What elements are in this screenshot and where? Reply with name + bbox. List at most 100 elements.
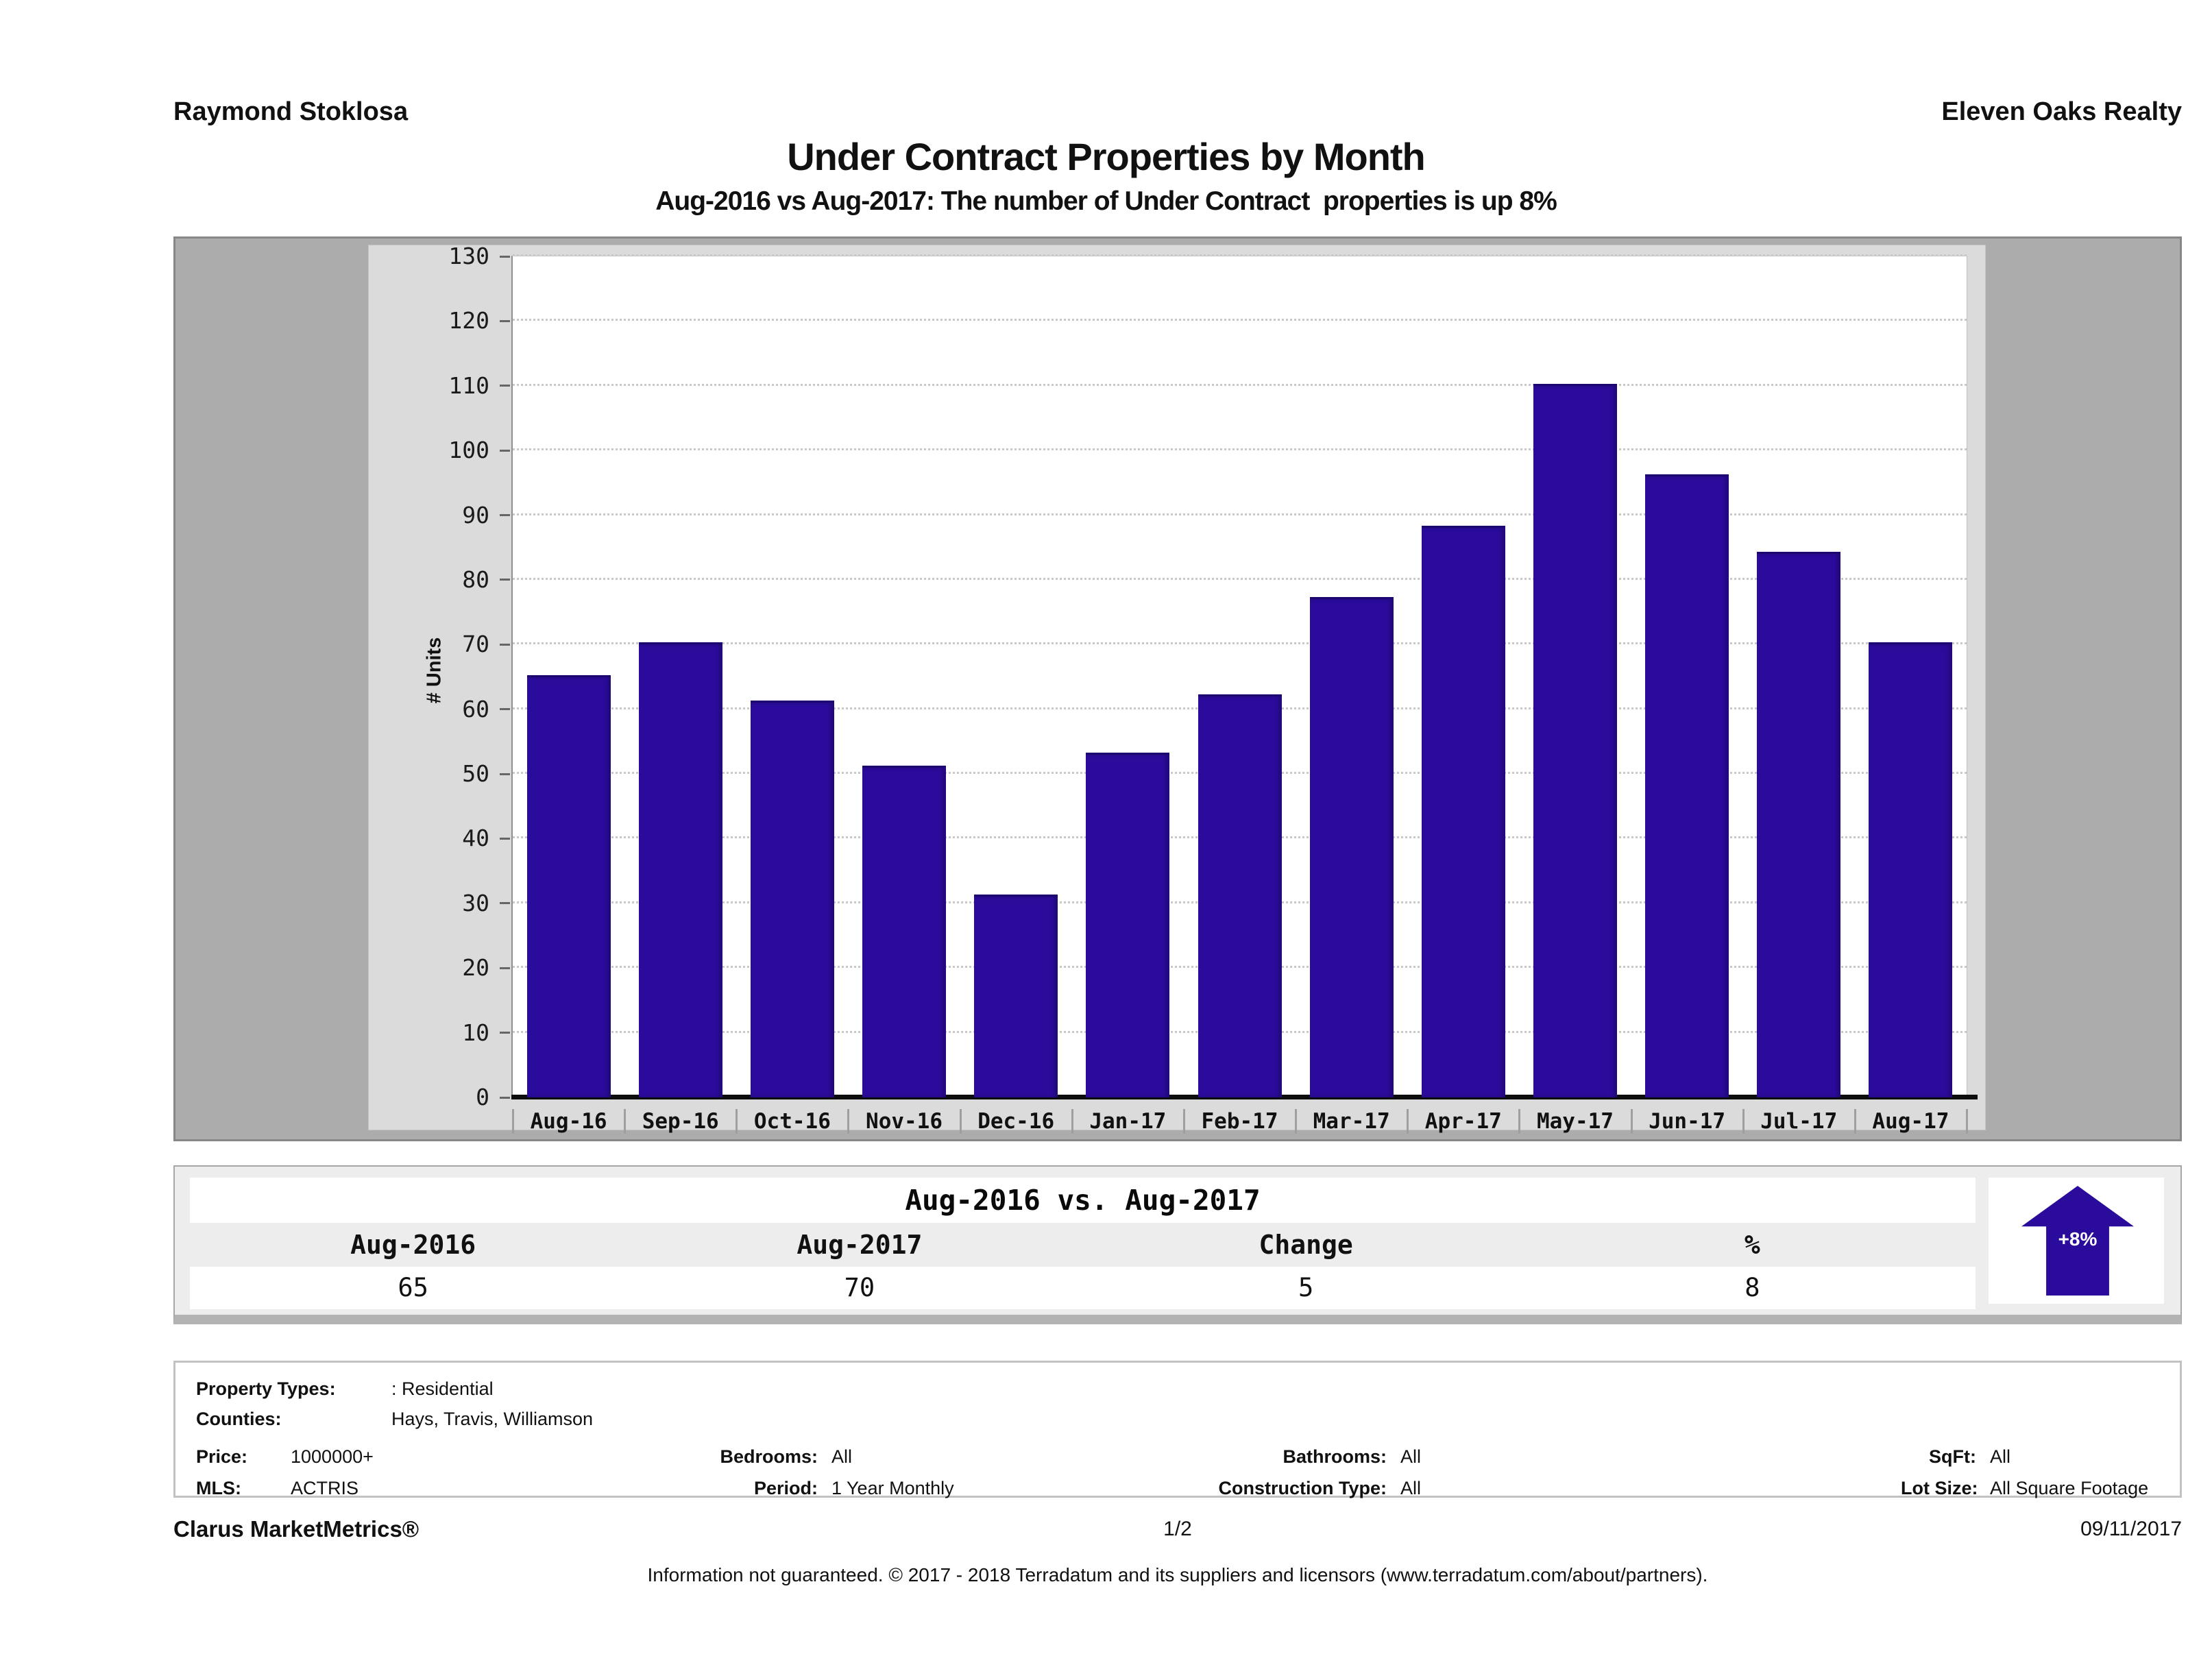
detail-label: Price: xyxy=(196,1446,248,1467)
bar xyxy=(638,642,722,1097)
x-separator xyxy=(959,1109,962,1134)
filter-details-box: Property Types:: Residential Counties: Ha… xyxy=(173,1361,2182,1498)
column-header: Aug-2016 xyxy=(350,1230,476,1260)
trend-percent-label: +8% xyxy=(2058,1228,2098,1250)
y-tick-label: 100 xyxy=(448,437,489,464)
comparison-title: Aug-2016 vs. Aug-2017 xyxy=(190,1178,1976,1223)
footer: Clarus MarketMetrics® 1/2 09/11/2017 xyxy=(173,1516,2182,1545)
detail-value: Hays, Travis, Williamson xyxy=(391,1409,594,1429)
y-axis-tick xyxy=(500,449,510,452)
x-tick-label: Aug-16 xyxy=(530,1109,607,1134)
page-number: 1/2 xyxy=(1163,1518,1192,1540)
y-axis-tick xyxy=(500,579,510,581)
y-axis-tick xyxy=(500,385,510,387)
x-tick-label: Mar-17 xyxy=(1313,1109,1390,1134)
comparison-value-row: 65 70 5 8 xyxy=(190,1267,1976,1309)
y-tick-label: 120 xyxy=(448,307,489,335)
y-axis-tick xyxy=(500,319,510,322)
detail-label: SqFt: xyxy=(1929,1446,1976,1467)
y-tick-label: 20 xyxy=(462,954,489,982)
bar xyxy=(750,701,834,1097)
y-axis-tick xyxy=(500,708,510,711)
x-separator xyxy=(1071,1109,1073,1134)
y-tick-label: 60 xyxy=(462,695,489,722)
y-axis-tick xyxy=(500,255,510,258)
table-cell: 70 xyxy=(844,1273,875,1302)
detail-row: Counties: Hays, Travis, Williamson xyxy=(196,1404,2159,1434)
y-tick-label: 70 xyxy=(462,631,489,658)
y-axis-title: # Units xyxy=(423,637,446,704)
x-separator xyxy=(1295,1109,1298,1134)
detail-value: All xyxy=(1400,1478,1422,1498)
bar xyxy=(1086,752,1170,1097)
detail-value: All xyxy=(831,1446,853,1467)
bar xyxy=(974,895,1058,1097)
x-tick-label: Feb-17 xyxy=(1201,1109,1278,1134)
y-axis-tick xyxy=(500,1096,510,1099)
detail-label: Bathrooms: xyxy=(1283,1446,1387,1467)
detail-label: MLS: xyxy=(196,1478,241,1498)
y-axis-tick xyxy=(500,902,510,905)
plot-area: Aug-16 Sep-16 Oct-16 Nov-16 Dec-16 Jan-17 Feb-… xyxy=(448,244,1978,1134)
x-tick-label: Sep-16 xyxy=(642,1109,719,1134)
x-separator xyxy=(1854,1109,1856,1134)
y-axis-tick xyxy=(500,773,510,775)
bar xyxy=(526,674,611,1097)
bar xyxy=(1421,526,1505,1097)
detail-grid: Price: 1000000+ Bedrooms: All Bathrooms:… xyxy=(196,1441,2159,1504)
gridline xyxy=(513,513,1967,515)
y-tick-label: 50 xyxy=(462,760,489,788)
bar xyxy=(1533,383,1617,1097)
y-axis-tick xyxy=(500,837,510,840)
detail-label: Counties: xyxy=(196,1409,282,1429)
comparison-section: Aug-2016 vs. Aug-2017 Aug-2016 Aug-2017 … xyxy=(173,1165,2182,1324)
y-axis-tick xyxy=(500,1032,510,1034)
x-tick-label: Dec-16 xyxy=(977,1109,1055,1134)
chart-panel: # Units Aug-16 Sep-16 Oct-16 Nov-16 Dec-16 Ja… xyxy=(368,244,1986,1134)
bar xyxy=(1757,552,1841,1097)
detail-row: Property Types:: Residential xyxy=(196,1374,2159,1404)
x-tick-label: Nov-16 xyxy=(866,1109,943,1134)
page-subtitle: Aug-2016 vs Aug-2017: The number of Unde… xyxy=(655,186,1557,216)
x-separator xyxy=(736,1109,738,1134)
detail-value: All xyxy=(1990,1446,2011,1467)
x-separator xyxy=(1518,1109,1521,1134)
column-header: Aug-2017 xyxy=(797,1230,923,1260)
x-separator xyxy=(512,1109,514,1134)
y-axis-tick xyxy=(500,514,510,517)
x-tick-label: Apr-17 xyxy=(1424,1109,1502,1134)
y-tick-label: 110 xyxy=(448,372,489,399)
gridline xyxy=(513,448,1967,451)
gridline xyxy=(513,383,1967,386)
x-axis-labels: Aug-16 Sep-16 Oct-16 Nov-16 Dec-16 Jan-17 Feb-… xyxy=(512,1106,1968,1137)
up-arrow-icon: +8% xyxy=(2021,1186,2134,1296)
detail-label: Bedrooms: xyxy=(720,1446,818,1467)
x-separator xyxy=(1742,1109,1745,1134)
detail-label: Construction Type: xyxy=(1218,1478,1387,1498)
footer-brand: Clarus MarketMetrics® xyxy=(173,1516,420,1542)
x-tick-label: Jul-17 xyxy=(1760,1109,1838,1134)
bar xyxy=(1869,642,1953,1097)
detail-value: 1 Year Monthly xyxy=(831,1478,954,1498)
x-tick-label: Aug-17 xyxy=(1872,1109,1949,1134)
detail-value: : Residential xyxy=(391,1378,494,1399)
gridline xyxy=(513,319,1967,321)
y-tick-label: 90 xyxy=(462,501,489,528)
y-tick-label: 40 xyxy=(462,825,489,852)
detail-label: Period: xyxy=(753,1478,818,1498)
report-date: 09/11/2017 xyxy=(2080,1518,2182,1540)
bar xyxy=(1198,694,1282,1097)
column-header: % xyxy=(1744,1230,1760,1260)
detail-value: 1000000+ xyxy=(291,1446,374,1467)
detail-label: Lot Size: xyxy=(1901,1478,1978,1498)
y-axis-tick xyxy=(500,643,510,646)
x-tick-label: Oct-16 xyxy=(753,1109,831,1134)
y-tick-label: 80 xyxy=(462,566,489,593)
y-axis-tick xyxy=(500,966,510,969)
company-name: Eleven Oaks Realty xyxy=(1941,97,2182,126)
y-tick-label: 10 xyxy=(462,1019,489,1046)
agent-name: Raymond Stoklosa xyxy=(173,97,409,126)
y-tick-label: 130 xyxy=(448,243,489,269)
gridline xyxy=(513,577,1967,580)
